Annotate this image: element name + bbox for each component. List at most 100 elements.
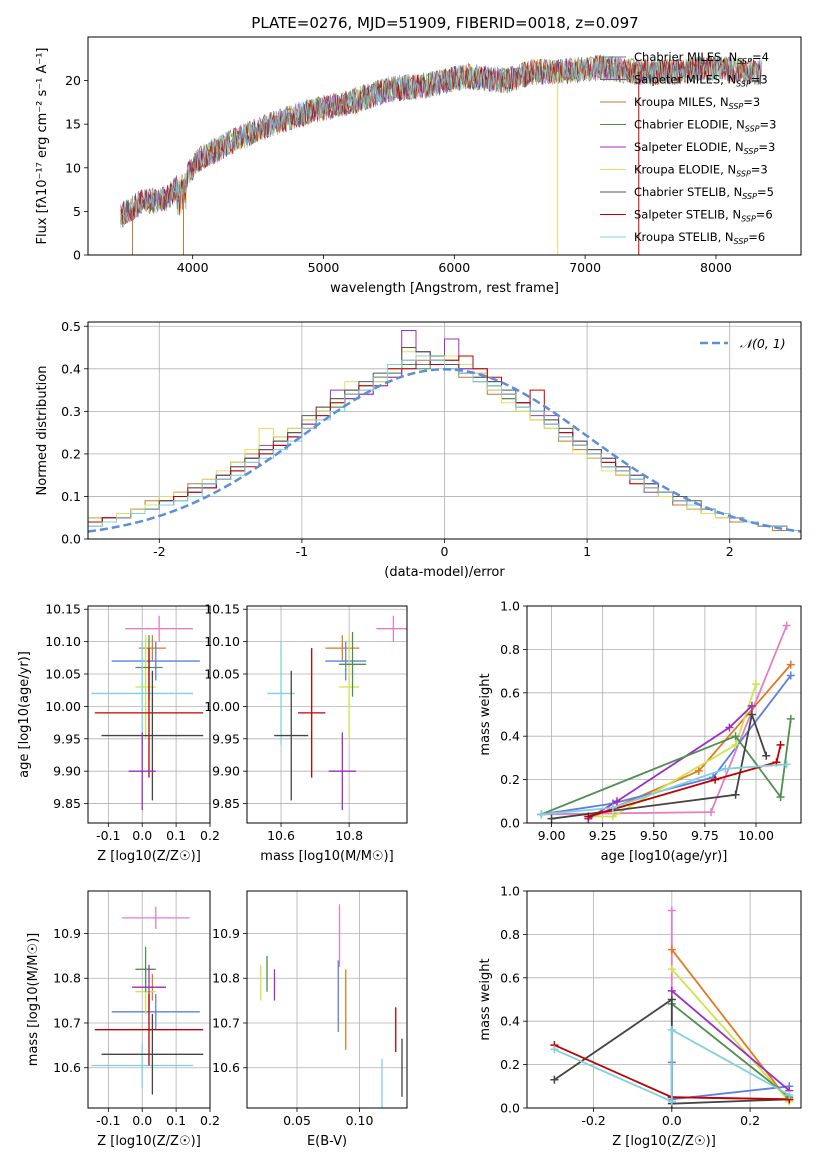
x-tick-label: 0.0: [132, 1113, 152, 1128]
legend-label: Salpeter MILES, NSSP=3: [634, 73, 768, 89]
weight-marker: [537, 810, 546, 819]
y-tick-label: 0.4: [500, 1014, 520, 1029]
x-tick-label: 0.05: [283, 1113, 311, 1128]
plot-area: [260, 904, 403, 1108]
y-axis-label: mass weight: [478, 958, 493, 1040]
panel-mass-vs-Z: -0.1 0.0 0.1 0.2 10.6 10.7 10.8 10.9 Z [log10(Z/…: [26, 890, 220, 1149]
x-tick-label: 8000: [700, 260, 732, 275]
y-axis-label: age [log10(age/yr)]: [17, 651, 32, 778]
y-tick-label: 15: [65, 117, 81, 132]
weight-marker: [785, 1090, 794, 1099]
axes-frame: [246, 605, 408, 824]
x-axis-label: wavelength [Angstrom, rest frame]: [330, 281, 559, 296]
y-axis-label: Normed distribution: [35, 366, 50, 496]
y-tick-label: 10.05: [204, 667, 240, 682]
weight-marker: [608, 803, 617, 812]
x-tick-label: 10.6: [267, 828, 295, 843]
x-tick-label: 6000: [438, 260, 470, 275]
axes-frame: [87, 36, 802, 256]
y-tick-label: 9.85: [212, 796, 240, 811]
weight-marker: [667, 906, 676, 915]
panel-spectrum: 4000 5000 6000 7000 8000 0 5 10 15 20 wavelength […: [35, 36, 802, 296]
weight-marker: [667, 1097, 676, 1106]
figure-title: PLATE=0276, MJD=51909, FIBERID=0018, z=0…: [251, 14, 638, 32]
panel-age-vs-mass: 10.6 10.8 9.85 9.90 9.95 10.00 10.05 10.10 10.15…: [204, 602, 408, 864]
x-tick-label: 5000: [308, 260, 340, 275]
axes-frame: [246, 890, 408, 1109]
axes-frame: [526, 605, 802, 824]
y-tick-label: 10.7: [53, 1015, 81, 1030]
y-tick-label: 9.95: [53, 731, 81, 746]
weight-marker: [550, 1045, 559, 1054]
axes-frame: [87, 890, 211, 1109]
x-tick-label: 7000: [569, 260, 601, 275]
y-tick-label: 10.8: [53, 971, 81, 986]
y-tick-label: 10.9: [212, 926, 240, 941]
legend-label: Kroupa ELODIE, NSSP=3: [634, 163, 768, 179]
x-tick-label: 9.75: [691, 828, 719, 843]
weight-marker: [667, 995, 676, 1004]
spectrum-line: [120, 54, 762, 228]
y-tick-label: 9.90: [53, 764, 81, 779]
y-tick-label: 10.9: [53, 926, 81, 941]
y-axis-label: mass [log10(M/M☉)]: [26, 933, 41, 1066]
weight-marker: [786, 660, 795, 669]
weight-line: [671, 968, 790, 1103]
y-tick-label: 10.05: [45, 667, 81, 682]
weight-marker: [782, 621, 791, 630]
x-tick-label: 2: [726, 544, 734, 559]
weight-marker: [547, 814, 556, 823]
weight-marker: [747, 710, 756, 719]
x-tick-label: 0: [441, 544, 449, 559]
weight-marker: [550, 1075, 559, 1084]
y-tick-label: 0.1: [61, 489, 81, 504]
legend: Chabrier MILES, NSSP=4 Salpeter MILES, NS…: [600, 50, 776, 246]
y-tick-label: 10.6: [212, 1060, 240, 1075]
spectrum-line: [120, 55, 762, 225]
y-tick-label: 0.2: [500, 1057, 520, 1072]
y-tick-label: 10.7: [212, 1015, 240, 1030]
legend-label: Chabrier STELIB, NSSP=5: [634, 185, 774, 201]
y-tick-label: 0.0: [500, 816, 520, 831]
legend-label: Salpeter STELIB, NSSP=6: [634, 208, 773, 224]
weight-marker: [667, 945, 676, 954]
weight-marker: [711, 775, 720, 784]
x-tick-label: -0.1: [96, 828, 120, 843]
weight-line: [588, 744, 782, 818]
x-tick-label: 10.00: [738, 828, 774, 843]
weight-marker: [782, 760, 791, 769]
plot-area: [120, 54, 762, 255]
x-tick-label: 9.50: [640, 828, 668, 843]
y-tick-label: 0.0: [500, 1101, 520, 1116]
axes-frame: [526, 890, 802, 1109]
y-tick-label: 0.2: [61, 446, 81, 461]
weight-marker: [707, 808, 716, 817]
panel-age-vs-Z: -0.1 0.0 0.1 0.2 9.85 9.90 9.95 10.00 10.05 10.10…: [17, 602, 220, 864]
y-tick-label: 0.6: [500, 685, 520, 700]
weight-marker: [584, 812, 593, 821]
y-tick-label: 10.6: [53, 1060, 81, 1075]
y-tick-label: 9.90: [212, 764, 240, 779]
y-tick-label: 10.15: [45, 602, 81, 617]
legend-label: Salpeter ELODIE, NSSP=3: [634, 140, 775, 156]
weight-line: [587, 705, 753, 820]
x-tick-label: 9.00: [538, 828, 566, 843]
x-tick-label: -2: [153, 544, 165, 559]
y-tick-label: 0.8: [500, 927, 520, 942]
weight-marker: [731, 790, 740, 799]
weight-marker: [762, 751, 771, 760]
x-tick-label: 0.1: [166, 1113, 186, 1128]
x-axis-label: Z [log10(Z/Z☉)]: [97, 1134, 201, 1149]
x-tick-label: 10.8: [335, 828, 363, 843]
y-tick-label: 10.00: [45, 699, 81, 714]
y-tick-label: 20: [65, 73, 81, 88]
weight-marker: [731, 740, 740, 749]
y-tick-label: 0.5: [61, 319, 81, 334]
x-tick-label: 4000: [177, 260, 209, 275]
weight-line: [541, 763, 787, 816]
weight-marker: [731, 732, 740, 741]
y-tick-label: 0.3: [61, 404, 81, 419]
y-tick-label: 0: [73, 248, 81, 263]
weight-marker: [752, 680, 761, 689]
